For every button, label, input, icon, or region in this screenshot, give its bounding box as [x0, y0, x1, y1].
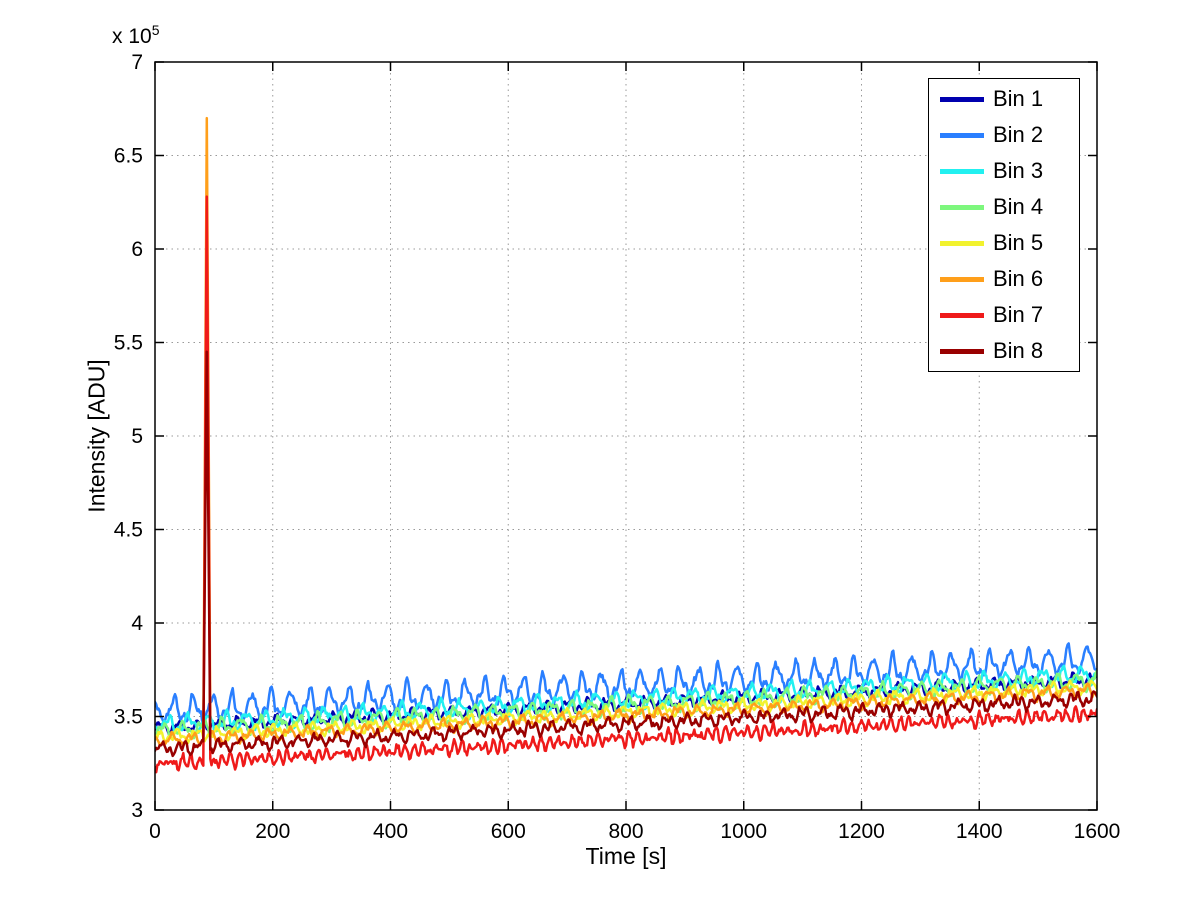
y-tick-label: 4 — [131, 612, 143, 635]
y-tick-label: 4.5 — [114, 519, 143, 542]
legend-swatch-bin-2 — [940, 132, 984, 138]
x-tick-label: 800 — [608, 820, 643, 843]
series-line-bin-8 — [155, 350, 1097, 758]
legend-entry: Bin 3 — [929, 160, 1079, 182]
legend-label: Bin 4 — [993, 194, 1044, 219]
ticks: 0 200 400 600 800 1000 1200 1400 1600 3 3.5 4 4.5 5 5.… — [114, 51, 1121, 843]
legend-swatch-bin-6 — [940, 276, 984, 282]
x-tick-label: 1600 — [1074, 820, 1121, 843]
legend-entry: Bin 1 — [929, 88, 1079, 110]
legend-swatch-bin-5 — [940, 240, 984, 246]
y-axis-label: Intensity [ADU] — [83, 359, 110, 513]
series-line-bin-2 — [155, 642, 1097, 726]
legend-swatch-bin-4 — [940, 204, 984, 210]
x-tick-label: 1400 — [956, 820, 1003, 843]
legend-label: Bin 1 — [993, 86, 1044, 111]
legend-label: Bin 8 — [993, 338, 1044, 363]
y-axis-multiplier-exponent: 5 — [151, 22, 160, 38]
series-line-bin-4 — [155, 669, 1097, 741]
y-tick-label: 3 — [131, 799, 143, 822]
y-tick-label: 7 — [131, 51, 143, 74]
legend-label: Bin 6 — [993, 266, 1044, 291]
legend-entry: Bin 7 — [929, 304, 1079, 326]
y-tick-label: 3.5 — [114, 706, 143, 729]
legend-swatch-bin-7 — [940, 312, 984, 318]
legend-entry: Bin 6 — [929, 268, 1079, 290]
legend-swatch-bin-8 — [940, 348, 984, 354]
x-tick-label: 0 — [149, 820, 161, 843]
legend-label: Bin 5 — [993, 230, 1044, 255]
x-tick-label: 200 — [255, 820, 290, 843]
y-tick-label: 5 — [131, 425, 143, 448]
series-group — [155, 116, 1097, 774]
series-line-bin-5 — [155, 679, 1097, 745]
legend-label: Bin 2 — [993, 122, 1044, 147]
y-axis-multiplier: x 105 — [112, 22, 160, 49]
x-axis-label: Time [s] — [585, 843, 667, 869]
legend-entry: Bin 5 — [929, 232, 1079, 254]
series-line-bin-7 — [155, 195, 1097, 774]
y-tick-label: 5.5 — [114, 332, 143, 355]
x-tick-label: 600 — [491, 820, 526, 843]
x-tick-label: 1200 — [838, 820, 885, 843]
legend-label: Bin 3 — [993, 158, 1044, 183]
legend-entry: Bin 4 — [929, 196, 1079, 218]
legend-label: Bin 7 — [993, 302, 1044, 327]
legend: Bin 1 Bin 2 Bin 3 Bin 4 Bin 5 Bin 6 Bin … — [928, 78, 1080, 372]
legend-swatch-bin-3 — [940, 168, 984, 174]
grid — [155, 62, 1097, 810]
legend-entry: Bin 8 — [929, 340, 1079, 362]
y-axis-multiplier-base: x 10 — [112, 25, 152, 48]
legend-entry: Bin 2 — [929, 124, 1079, 146]
legend-swatch-bin-1 — [940, 96, 984, 102]
x-tick-label: 400 — [373, 820, 408, 843]
y-tick-label: 6.5 — [114, 145, 143, 168]
x-tick-label: 1000 — [720, 820, 767, 843]
y-tick-label: 6 — [131, 238, 143, 261]
